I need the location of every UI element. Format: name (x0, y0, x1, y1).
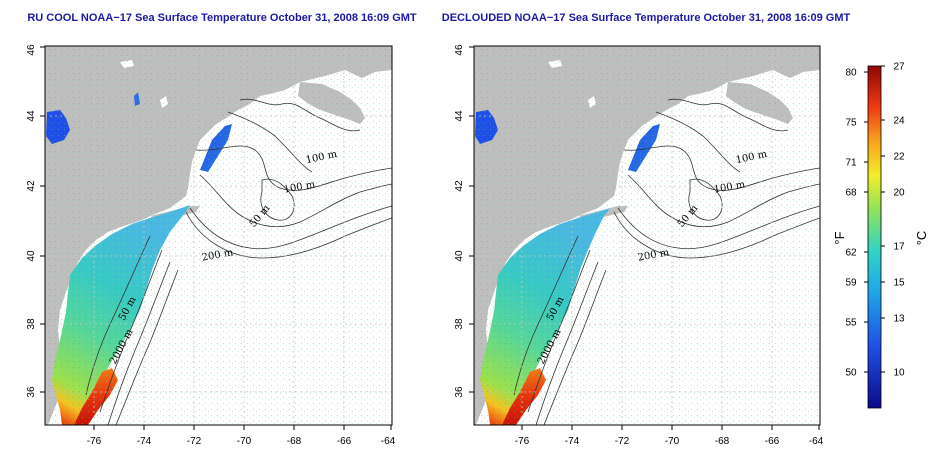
y-tick-label: 44 (454, 110, 465, 122)
grid-lines (474, 46, 820, 425)
fahrenheit-scale: 80 75 71 68 62 59 55 50 (845, 68, 868, 379)
x-tick-label: -70 (665, 436, 680, 447)
x-tick-label: -64 (809, 436, 824, 447)
fahrenheit-tick-label: 80 (845, 68, 857, 79)
y-tick-label: 40 (454, 250, 465, 262)
fahrenheit-tick-label: 55 (845, 318, 857, 329)
x-tick-label: -66 (765, 436, 780, 447)
celsius-tick-label: 27 (893, 62, 905, 73)
y-tick-label: 36 (454, 386, 465, 398)
y-tick-label: 46 (454, 44, 465, 56)
x-tick-label: -76 (515, 436, 530, 447)
x-tick-label: -72 (615, 436, 630, 447)
fahrenheit-tick-label: 75 (845, 118, 857, 129)
bathymetry-contours (513, 98, 820, 425)
map-title: RU COOL NOAA−17 Sea Surface Temperature … (27, 12, 417, 24)
x-tick-label: -68 (715, 436, 730, 447)
y-tick-label: 42 (454, 180, 465, 192)
x-tick-label: -64 (381, 436, 396, 447)
y-tick-label: 36 (26, 386, 37, 398)
celsius-axis-label: °C (914, 231, 929, 246)
map-frame (473, 45, 821, 426)
fahrenheit-tick-label: 50 (845, 368, 857, 379)
fahrenheit-tick-label: 68 (845, 188, 857, 199)
x-axis: -76 -74 -72 -70 -68 -66 -64 (87, 425, 396, 447)
fahrenheit-tick-label: 71 (845, 158, 857, 169)
map-frame (44, 45, 393, 426)
grid-lines (45, 46, 392, 425)
celsius-scale: 27 24 22 20 17 15 13 10 (881, 62, 905, 379)
sst-map-left: RU COOL NOAA−17 Sea Surface Temperature … (26, 12, 417, 447)
celsius-tick-label: 24 (893, 116, 905, 127)
sst-texture (474, 46, 820, 425)
bathymetry-contours (85, 98, 392, 425)
celsius-tick-label: 15 (893, 278, 905, 289)
x-axis: -76 -74 -72 -70 -68 -66 -64 (515, 425, 824, 447)
fahrenheit-tick-label: 59 (845, 278, 857, 289)
x-tick-label: -74 (565, 436, 580, 447)
y-axis: 36 38 40 42 44 46 (454, 44, 474, 398)
y-tick-label: 46 (26, 44, 37, 56)
celsius-tick-label: 13 (893, 314, 905, 325)
map-title: DECLOUDED NOAA−17 Sea Surface Temperatur… (442, 12, 851, 24)
x-tick-label: -68 (287, 436, 302, 447)
y-tick-label: 42 (26, 180, 37, 192)
y-tick-label: 38 (26, 318, 37, 330)
x-tick-label: -76 (87, 436, 102, 447)
celsius-tick-label: 10 (893, 368, 905, 379)
y-tick-label: 44 (26, 110, 37, 122)
celsius-tick-label: 22 (893, 152, 905, 163)
fahrenheit-tick-label: 62 (845, 248, 857, 259)
y-tick-label: 40 (26, 250, 37, 262)
x-tick-label: -66 (337, 436, 352, 447)
x-tick-label: -74 (137, 436, 152, 447)
sst-texture (45, 46, 392, 425)
celsius-tick-label: 20 (893, 188, 905, 199)
y-tick-label: 38 (454, 318, 465, 330)
colorbar-gradient (867, 65, 882, 409)
x-tick-label: -72 (187, 436, 202, 447)
fahrenheit-axis-label: °F (832, 231, 847, 244)
sst-map-right: DECLOUDED NOAA−17 Sea Surface Temperatur… (442, 12, 851, 447)
celsius-tick-label: 17 (893, 242, 905, 253)
x-tick-label: -70 (237, 436, 252, 447)
y-axis: 36 38 40 42 44 46 (26, 44, 45, 398)
temperature-colorbar: 80 75 71 68 62 59 55 50 27 24 22 20 17 15 13 10 °F °C (832, 62, 929, 409)
